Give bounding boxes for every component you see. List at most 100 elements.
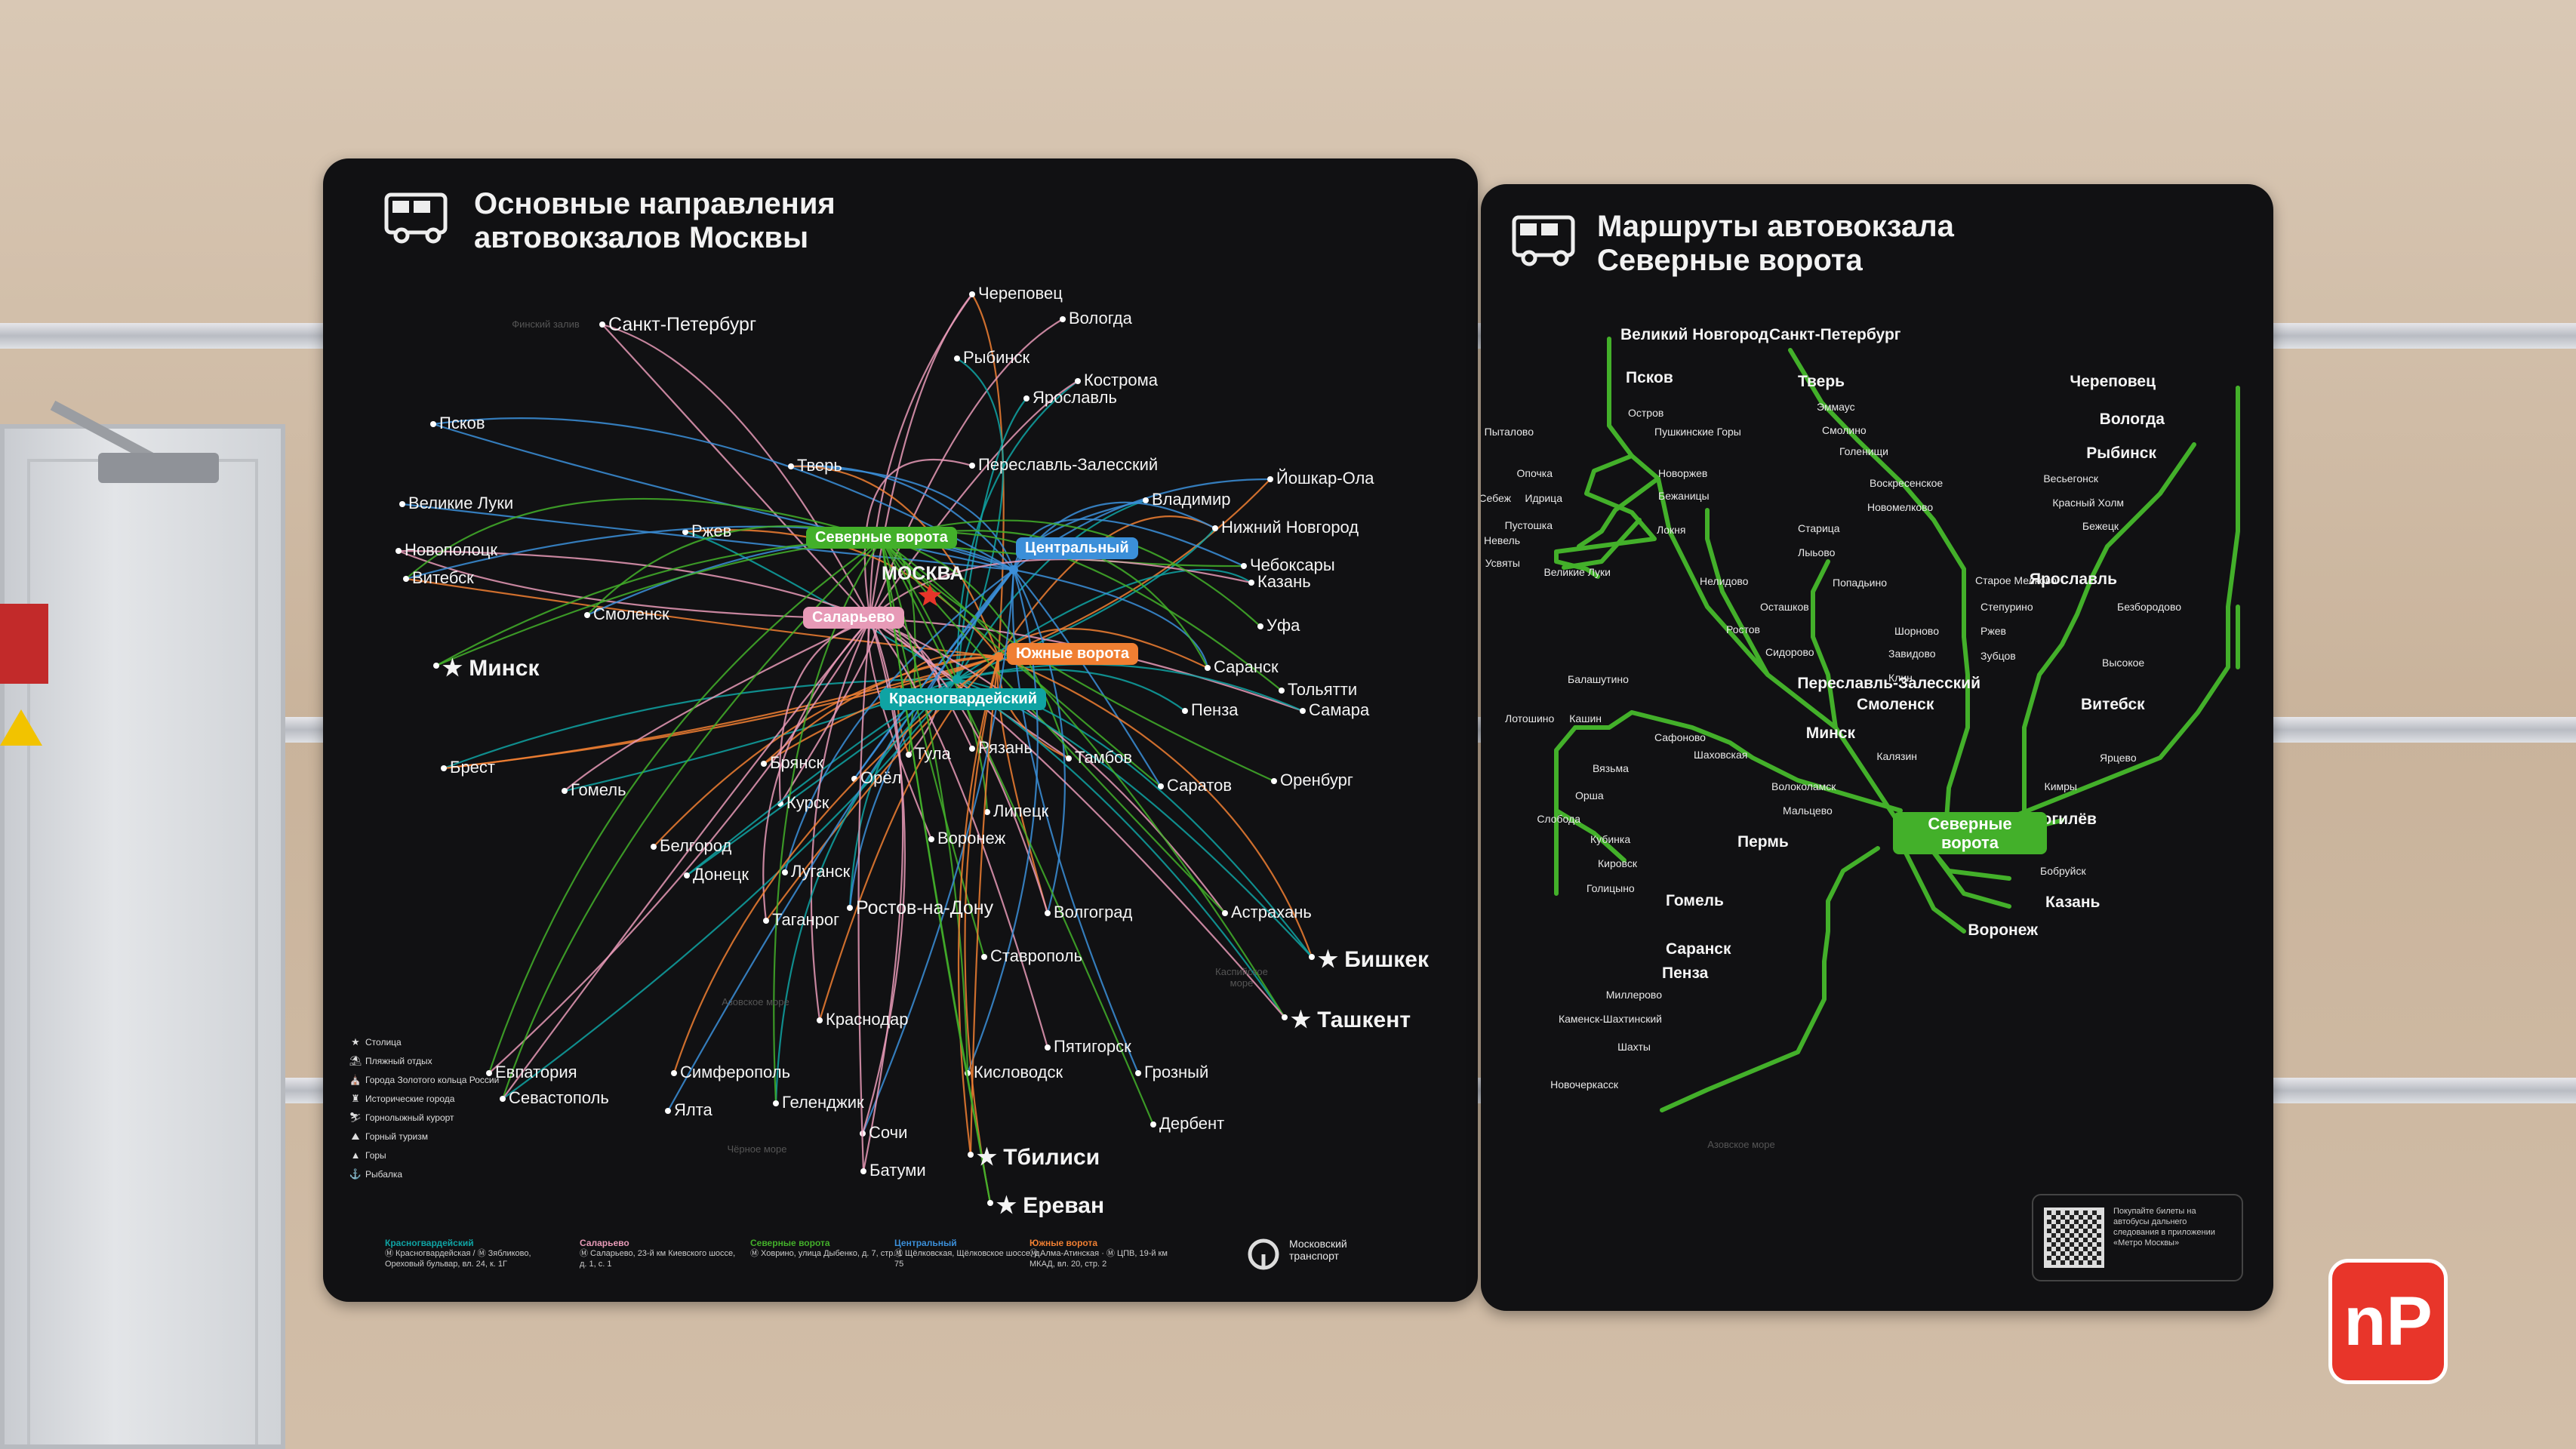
route-line [1811,559,1838,730]
legend-text: Пляжный отдых [365,1055,432,1066]
city-dot [1150,1121,1156,1128]
route-line [1705,508,1770,677]
city-dot [1267,476,1273,482]
city-label: Рязань [978,738,1033,757]
city-label: Пыталово [1484,426,1534,438]
legend-item: ⛱ Пляжный отдых [346,1051,499,1070]
route-line [869,617,1226,914]
city-label: Луганск [791,862,851,881]
legend-item: ⛷ Горнолыжный курорт [346,1108,499,1127]
city-label: ★ Ереван [996,1193,1105,1218]
route-line [443,678,958,770]
bus-station-tag: Саларьево [803,607,904,629]
city-label: Волоколамск [1771,780,1836,792]
city-dot [782,869,788,875]
station-dot [994,652,1003,661]
city-label: Ржев [691,521,732,540]
footer-address: Южные ворота Ⓜ Алма-Атинская · Ⓜ ЦПВ, 19-… [1029,1238,1188,1269]
city-label: Голенищи [1839,445,1888,457]
city-dot [1271,778,1277,784]
city-label: Уфа [1266,616,1300,635]
door [0,424,285,1449]
route-line [869,618,1285,1018]
route-line [956,380,1079,680]
city-label: Воскресенское [1870,477,1944,489]
city-label: Орёл [860,768,902,787]
left-map-board: Основные направления автовокзалов Москвы… [323,158,1478,1302]
footer-address-text: Ⓜ Саларьево, 23-й км Киевского шоссе, д.… [580,1249,736,1269]
legend-item: ⛰ Горный туризм [346,1127,499,1146]
city-label: Гомель [571,780,626,799]
city-dot [763,918,769,924]
city-label: Севастополь [509,1088,609,1107]
route-line [402,503,1014,571]
route-line [1554,808,1627,863]
city-label: Осташков [1760,601,1809,613]
brand-label: Московский транспорт [1289,1238,1347,1262]
legend-text: Горнолыжный курорт [365,1112,454,1123]
city-label: Попадьино [1833,577,1888,589]
right-board-title: Маршруты автовокзала Северные ворота [1597,210,1954,278]
right-map-board: Маршруты автовокзала Северные ворота Азо… [1481,184,2273,1311]
city-label: Слобода [1537,813,1580,825]
city-label: Воронеж [1968,921,2038,939]
route-line [998,655,1313,958]
historic-icon: ♜ [351,1092,360,1104]
moscow-star-icon [918,584,942,606]
city-dot [1075,378,1081,384]
city-label: Санкт-Петербург [1769,326,1901,343]
route-line [998,515,1216,657]
city-label: Астрахань [1231,903,1312,921]
city-label: Саратов [1167,776,1233,795]
fishing-icon: ⚓ [349,1168,362,1180]
route-line [653,655,999,848]
city-label: Батуми [869,1161,926,1180]
footer-address-text: Ⓜ Красногвардейская / Ⓜ Зябликово, Орехо… [385,1249,531,1269]
city-label: Таганрог [772,910,840,929]
city-label: Самара [1309,700,1370,719]
city-dot [1241,563,1247,569]
route-line [778,617,871,804]
route-line [602,324,871,620]
city-label: Псков [1626,369,1673,386]
city-label: ★ Тбилиси [977,1145,1100,1170]
city-dot [817,1017,823,1023]
route-line [1562,518,1642,570]
city-label: Санкт-Петербург [608,314,757,335]
bus-station-tag: Центральный [1016,537,1138,559]
route-line [881,538,1070,759]
city-label: Ростов-на-Дону [856,897,994,918]
city-label: Бежаницы [1658,490,1710,502]
city-label: Нелидово [1700,575,1749,587]
city-label: Оренбург [1280,771,1353,789]
city-label: Орша [1575,789,1604,801]
city-label: Балашутино [1568,673,1629,685]
city-label: Гомель [1666,892,1724,909]
city-label: Новомелково [1867,501,1934,513]
city-label: Липецк [993,801,1049,820]
footer-station-name: Северные ворота [750,1238,830,1248]
city-label: Чебоксары [1250,555,1335,574]
bus-station-tag: Северные ворота [806,527,957,549]
route-line [869,618,1049,1048]
route-line [881,539,1285,1018]
city-label: Симферополь [680,1063,791,1081]
city-label: Рыбинск [2086,445,2156,462]
city-label: Грозный [1144,1063,1209,1081]
city-dot [1045,910,1051,916]
bus-icon [384,192,448,244]
city-dot [1182,708,1188,714]
city-dot [430,421,436,427]
city-label: Шорново [1894,625,1939,637]
city-label: Сафоново [1654,731,1706,743]
city-label: Себеж [1481,492,1511,504]
city-dot [684,872,690,878]
city-label: Новополоцк [405,540,498,559]
left-board-title: Основные направления автовокзалов Москвы [474,187,836,255]
city-dot [1060,316,1066,322]
city-label: Степурино [1980,601,2033,613]
title-line: автовокзалов Москвы [474,221,809,254]
city-dot [1023,395,1029,401]
city-label: Пустошка [1504,519,1553,531]
city-label: Геленджик [782,1093,864,1112]
